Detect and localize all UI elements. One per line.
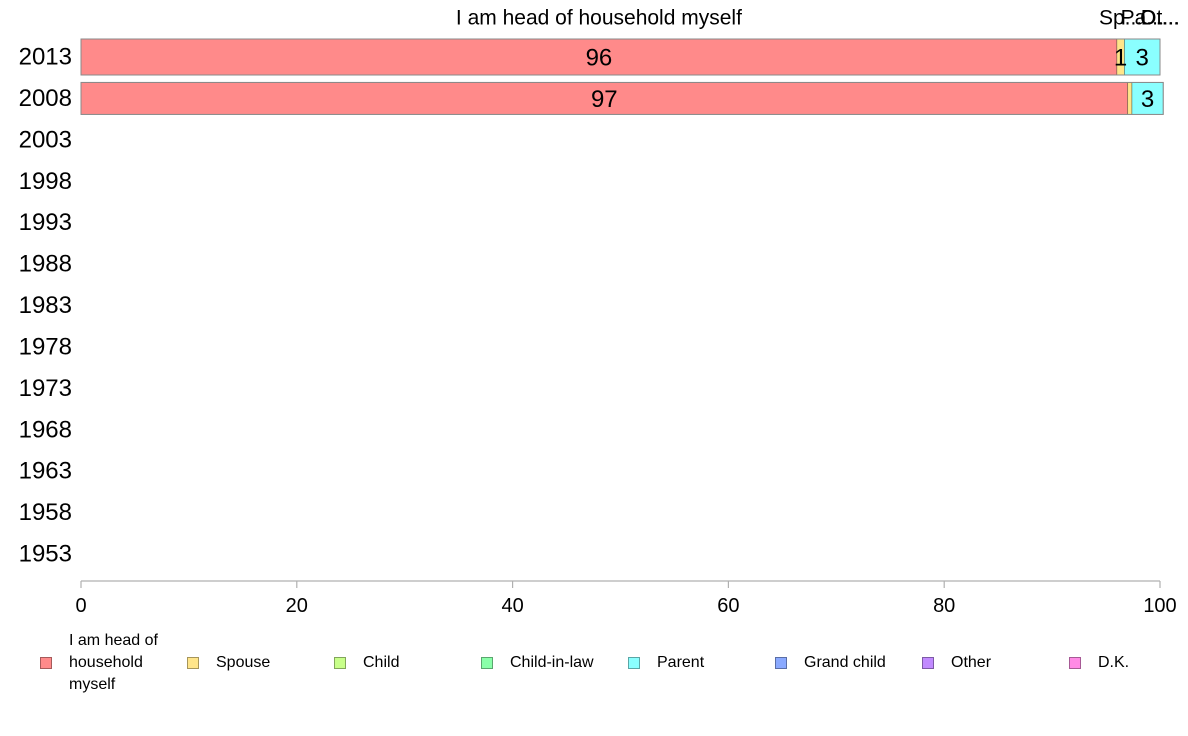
year-label-1988: 1988 [19, 251, 72, 278]
x-tick-label-40: 40 [501, 595, 523, 617]
column-header-i-am-head-of-household-myself: I am head of household myself [456, 7, 742, 30]
year-labels: 2013 2008 2003 1998 1993 1988 1983 1978 1973 1968… [19, 44, 72, 568]
legend-swatch-grand-child [775, 657, 787, 669]
year-label-1963: 1963 [19, 458, 72, 485]
bar-frame-2013 [80, 38, 1161, 76]
year-label-1978: 1978 [19, 333, 72, 360]
bar-2008-spouse [1127, 82, 1133, 115]
data-label-2008-i-am-head-of-household-myself: 97 [591, 86, 618, 113]
legend-item-dk: D.K. [1069, 652, 1129, 674]
year-label-1998: 1998 [19, 168, 72, 195]
legend-swatch-child-in-law [481, 657, 493, 669]
legend-label-child-in-law: Child-in-law [510, 654, 594, 671]
legend-swatch-dk [1069, 657, 1081, 669]
legend-swatch-head [40, 657, 52, 669]
x-tick-label-100: 100 [1143, 595, 1176, 617]
legend-label-spouse: Spouse [216, 654, 271, 671]
legend-item-other: Other [922, 652, 991, 674]
column-header-parent: Pa... [1121, 7, 1164, 30]
year-label-1993: 1993 [19, 209, 72, 236]
column-header-other: Ot... [1140, 7, 1180, 30]
legend-swatch-parent [628, 657, 640, 669]
x-tick-label-0: 0 [75, 595, 86, 617]
bar-frame-2008 [80, 81, 1164, 115]
bars: 96 1 3 97 3 [80, 38, 1164, 115]
legend-swatch-child [334, 657, 346, 669]
legend-item-child: Child [334, 652, 399, 674]
year-label-2008: 2008 [19, 85, 72, 112]
x-tick-label-80: 80 [933, 595, 955, 617]
legend-item-grand-child: Grand child [775, 652, 886, 674]
legend-label-head: I am head of household myself [69, 632, 158, 693]
legend-label-other: Other [951, 654, 992, 671]
legend-label-child: Child [363, 654, 400, 671]
year-label-1968: 1968 [19, 416, 72, 443]
legend-label-dk: D.K. [1098, 654, 1130, 671]
column-header-spouse: Sp... [1099, 7, 1142, 30]
x-tick-label-60: 60 [717, 595, 739, 617]
legend-label-grand-child: Grand child [804, 654, 886, 671]
data-label-2013-spouse: 1 [1114, 45, 1127, 72]
year-label-1958: 1958 [19, 499, 72, 526]
legend-label-parent: Parent [657, 654, 705, 671]
data-label-2013-i-am-head-of-household-myself: 96 [586, 45, 613, 72]
column-header-d-k: D.... [1141, 7, 1180, 30]
year-label-2003: 2003 [19, 126, 72, 153]
legend-item-child-in-law: Child-in-law [481, 652, 594, 674]
year-label-2013: 2013 [19, 44, 72, 71]
legend: I am head of household myself Spouse Chi… [0, 630, 1188, 700]
legend-item-spouse: Spouse [187, 652, 270, 674]
x-axis: 0 20 40 60 80 100 [75, 580, 1177, 617]
column-headers: I am head of household myself Sp...Pa...O… [456, 7, 1180, 30]
legend-item-parent: Parent [628, 652, 704, 674]
year-label-1973: 1973 [19, 375, 72, 402]
x-tick-label-20: 20 [286, 595, 308, 617]
legend-swatch-other [922, 657, 934, 669]
year-label-1983: 1983 [19, 292, 72, 319]
bar-2013-i-am-head-of-household-myself [80, 38, 1118, 76]
data-label-2008-parent: 3 [1141, 86, 1154, 113]
year-label-1953: 1953 [19, 541, 72, 568]
bar-2013-parent [1123, 38, 1161, 76]
legend-swatch-spouse [187, 657, 199, 669]
data-label-2013-parent: 3 [1136, 45, 1149, 72]
legend-item-head: I am head of household myself [40, 630, 158, 696]
stacked-bar-chart: I am head of household myself Sp...Pa...O… [19, 7, 1180, 618]
